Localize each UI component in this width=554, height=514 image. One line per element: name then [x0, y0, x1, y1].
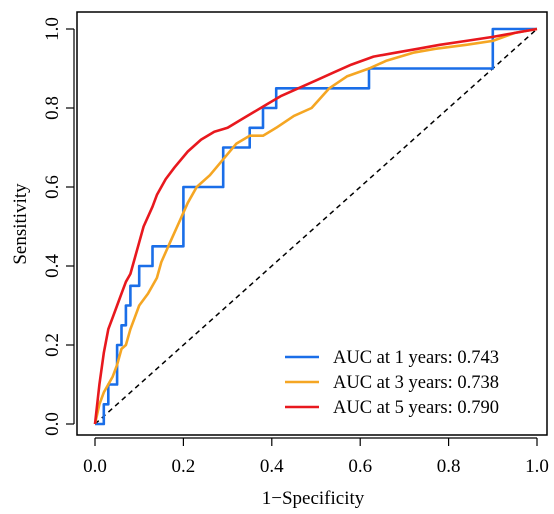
- series-layer: [93, 27, 538, 426]
- legend-label: AUC at 1 years: 0.743: [333, 348, 499, 368]
- legend: AUC at 1 years: 0.743 AUC at 3 years: 0.7…: [285, 348, 499, 418]
- y-tick-label: 0.2: [42, 333, 63, 357]
- x-axis-label: 1−Specificity: [262, 488, 365, 509]
- x-tick-label: 0.4: [260, 456, 284, 477]
- y-axis: 0.0 0.2 0.4 0.6 0.8 1.0: [42, 17, 75, 436]
- x-tick-label: 0.2: [172, 456, 196, 477]
- roc-curve-series-1: [95, 27, 537, 426]
- roc-curve-series-2: [93, 27, 538, 425]
- x-tick-label: 0.0: [83, 456, 107, 477]
- y-tick-label: 0.8: [42, 96, 63, 120]
- x-tick-label: 0.8: [437, 456, 461, 477]
- y-axis-label: Sensitivity: [10, 183, 31, 265]
- roc-curve-series-3: [93, 27, 538, 425]
- x-tick-label: 0.6: [348, 456, 372, 477]
- y-tick-label: 1.0: [42, 17, 63, 41]
- x-tick-label: 1.0: [525, 456, 549, 477]
- legend-label: AUC at 3 years: 0.738: [333, 373, 499, 393]
- plot-frame: [76, 11, 548, 436]
- x-axis: 0.0 0.2 0.4 0.6 0.8 1.0: [83, 437, 549, 477]
- y-tick-label: 0.4: [42, 254, 63, 278]
- y-tick-label: 0.6: [42, 175, 63, 199]
- legend-label: AUC at 5 years: 0.790: [333, 398, 499, 418]
- y-tick-label: 0.0: [42, 412, 63, 436]
